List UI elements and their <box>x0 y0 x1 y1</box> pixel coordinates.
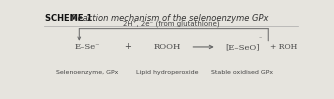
Text: Stable oxidised GPx: Stable oxidised GPx <box>211 70 274 75</box>
Text: +: + <box>124 42 131 51</box>
Text: Lipid hydroperoxide: Lipid hydroperoxide <box>136 70 198 75</box>
Text: Selenoenzyme, GPx: Selenoenzyme, GPx <box>56 70 118 75</box>
Text: 2H⁺, 2e⁻ (from glutathione): 2H⁺, 2e⁻ (from glutathione) <box>123 21 219 28</box>
Text: Reaction mechanism of the selenoenzyme GPx: Reaction mechanism of the selenoenzyme G… <box>69 14 268 23</box>
Text: + ROH: + ROH <box>270 43 297 51</box>
Text: ROOH: ROOH <box>154 43 181 51</box>
Text: ⁻: ⁻ <box>258 38 262 43</box>
Text: E–Se⁻: E–Se⁻ <box>74 43 100 51</box>
Text: SCHEME 1: SCHEME 1 <box>45 14 92 23</box>
Text: [E–SeO]: [E–SeO] <box>225 43 260 51</box>
